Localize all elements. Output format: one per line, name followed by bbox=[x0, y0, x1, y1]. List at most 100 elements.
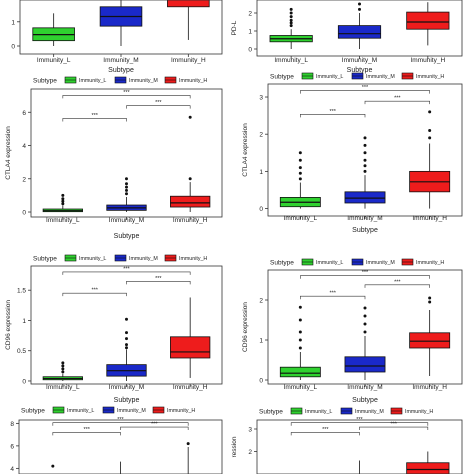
box-Immunity_H bbox=[409, 332, 451, 349]
outlier-point bbox=[125, 331, 128, 335]
outlier-point bbox=[428, 128, 432, 132]
x-axis-title: Subtype bbox=[347, 67, 373, 74]
outlier-point bbox=[298, 330, 302, 334]
x-tick-label: Immunity_M bbox=[342, 57, 377, 64]
box-Immunity_H bbox=[170, 195, 211, 208]
outlier-point bbox=[61, 364, 65, 368]
outlier-point bbox=[298, 151, 302, 155]
significance-bracket bbox=[300, 114, 366, 118]
y-tick-label: 1 bbox=[259, 169, 263, 176]
chart-panel-lower-left: 0 0.5 1 1.5 CD96 expression Immunity_L Immunit… bbox=[5, 254, 223, 404]
outlier-point bbox=[363, 151, 367, 155]
chart-panel-bottom-left: 468ressionSubtypeImmunity_LImmunity_MImm… bbox=[10, 406, 223, 474]
legend-label: Immunity_H bbox=[179, 78, 207, 84]
legend-title: Subtype bbox=[259, 409, 283, 416]
legend-label: Immunity_L bbox=[79, 78, 106, 84]
significance-label: *** bbox=[394, 96, 401, 102]
outlier-point bbox=[186, 442, 190, 446]
y-tick-label: 1 bbox=[259, 338, 263, 345]
x-axis-title: Subtype bbox=[114, 397, 140, 404]
outlier-point bbox=[363, 306, 367, 310]
outlier-point bbox=[298, 171, 302, 175]
outlier-point bbox=[358, 7, 361, 11]
x-axis-title: Subtype bbox=[108, 67, 134, 74]
x-tick-label: Immunity_L bbox=[46, 384, 80, 391]
y-tick-label: 1 bbox=[248, 29, 252, 36]
significance-label: *** bbox=[362, 85, 369, 91]
significance-bracket bbox=[126, 281, 191, 285]
outlier-point bbox=[363, 143, 367, 147]
plot-area bbox=[51, 442, 190, 474]
chart-panel-middle-left: 0 2 4 6 CTLA4 expression Immunity_L Immunity_M… bbox=[5, 76, 223, 240]
significance-bracket bbox=[300, 90, 430, 94]
outlier-point bbox=[125, 192, 128, 196]
box-Immunity_H bbox=[406, 11, 450, 30]
legend-label: Immunity_M bbox=[129, 256, 158, 262]
outlier-point bbox=[363, 136, 367, 140]
significance-label: *** bbox=[117, 417, 124, 423]
y-tick-label: 1 bbox=[11, 19, 15, 26]
outlier-point bbox=[289, 18, 293, 22]
y-axis-title: PD-L bbox=[231, 20, 238, 35]
significance-bracket bbox=[300, 275, 430, 279]
significance-label: *** bbox=[362, 270, 369, 276]
significance-bracket bbox=[290, 432, 360, 436]
box-Immunity_M bbox=[344, 191, 386, 204]
y-tick-label: 2 bbox=[22, 176, 26, 183]
legend-title: Subtype bbox=[270, 74, 294, 81]
significance-label: *** bbox=[123, 266, 130, 272]
legend-label: Immunity_H bbox=[416, 260, 444, 266]
x-tick-label: Immunity_H bbox=[173, 217, 208, 224]
outlier-point bbox=[61, 370, 65, 374]
x-tick-label: Immunity_L bbox=[274, 57, 308, 64]
significance-bracket bbox=[364, 284, 430, 288]
significance-bracket bbox=[62, 271, 191, 275]
x-tick-label: Immunity_L bbox=[284, 384, 318, 391]
outlier-point bbox=[125, 177, 128, 181]
box-Immunity_M bbox=[337, 25, 382, 39]
outlier-point bbox=[298, 346, 302, 350]
x-axis-title: Subtype bbox=[352, 227, 378, 234]
x-tick-label: Immunity_H bbox=[410, 57, 445, 64]
significance-label: *** bbox=[123, 90, 130, 96]
x-tick-label: Immunity_H bbox=[412, 215, 447, 222]
legend-label: Immunity_H bbox=[167, 408, 195, 414]
y-tick-label: 2 bbox=[248, 11, 252, 18]
box-Immunity_M bbox=[344, 356, 386, 373]
outlier-point bbox=[363, 322, 367, 326]
y-axis-title: CTLA4 expression bbox=[5, 126, 12, 180]
outlier-point bbox=[298, 305, 302, 309]
y-tick-label: 1.5 bbox=[17, 288, 26, 295]
significance-label: *** bbox=[91, 113, 98, 119]
y-tick-label: 0 bbox=[259, 206, 263, 213]
significance-label: *** bbox=[83, 427, 90, 433]
chart-panel-middle-right: 0 1 2 3 CTLA4 expression Immunity_L Immunity_M… bbox=[242, 72, 463, 234]
outlier-point bbox=[363, 164, 367, 168]
x-tick-label: Immunity_L bbox=[46, 217, 80, 224]
legend-label: Immunity_M bbox=[366, 74, 395, 80]
legend-label: Immunity_M bbox=[366, 260, 395, 266]
plot-area bbox=[279, 110, 451, 209]
x-tick-label: Immunity_H bbox=[171, 57, 206, 64]
chart-panel-bottom-right: 2 3 ression Subtype Immunity_L Immunity_M Immu… bbox=[231, 407, 463, 474]
outlier-point bbox=[289, 21, 293, 25]
significance-bracket bbox=[62, 292, 127, 297]
y-tick-label: 1 bbox=[22, 318, 26, 325]
y-tick-label: 0 bbox=[22, 378, 26, 385]
outlier-point bbox=[61, 361, 65, 365]
legend-label: Immunity_M bbox=[117, 408, 146, 414]
legend-label: Immunity_L bbox=[316, 74, 343, 80]
outlier-point bbox=[125, 343, 128, 347]
x-tick-label: Immunity_M bbox=[347, 384, 382, 391]
chart-panel-top-left: 0 1 PD-L Immunity_L Immunity_M Immunity_H Subt… bbox=[0, 0, 223, 74]
legend-label: Immunity_H bbox=[416, 74, 444, 80]
outlier-point bbox=[51, 464, 55, 468]
legend-label: Immunity_M bbox=[355, 409, 384, 415]
y-tick-label: 3 bbox=[259, 95, 263, 102]
box-Immunity_H bbox=[170, 336, 211, 359]
outlier-point bbox=[61, 193, 65, 197]
legend-label: Immunity_L bbox=[79, 256, 106, 262]
y-axis-title: CD96 expression bbox=[5, 300, 12, 350]
y-tick-label: 6 bbox=[22, 110, 26, 117]
